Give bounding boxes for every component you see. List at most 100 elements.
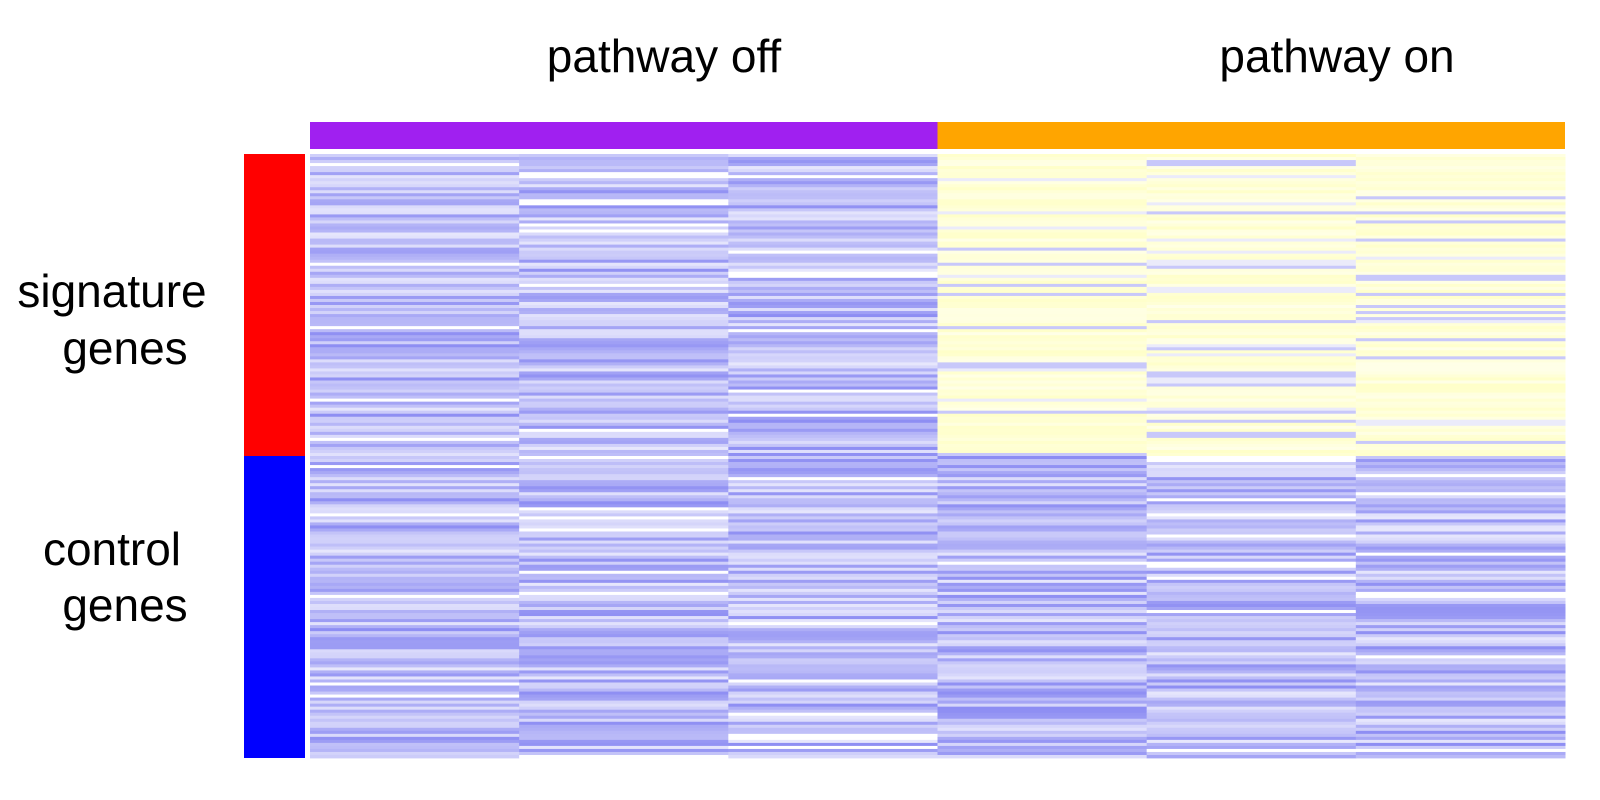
heatmap-cell [1355, 190, 1566, 194]
heatmap-cell [310, 329, 520, 333]
heatmap-cell [519, 154, 729, 158]
heatmap-cell [1146, 664, 1357, 668]
heatmap-cell [937, 646, 1148, 650]
heatmap-cell [937, 664, 1148, 668]
heatmap-cell [1355, 404, 1566, 409]
heatmap-cell [1355, 582, 1566, 587]
heatmap-cell [310, 603, 520, 608]
heatmap-cell [1146, 582, 1357, 587]
heatmap-cell [728, 495, 938, 499]
heatmap-cell [728, 664, 938, 668]
heatmap-cell [937, 613, 1148, 617]
heatmap-cell [519, 434, 729, 439]
heatmap-cell [937, 356, 1148, 360]
heatmap-cell [937, 326, 1148, 330]
heatmap-cell [937, 637, 1148, 641]
heatmap-cell [1146, 431, 1357, 436]
heatmap-cell [1146, 368, 1357, 372]
heatmap-cell [937, 449, 1148, 454]
heatmap-cell [519, 211, 729, 215]
heatmap-cell [728, 166, 938, 170]
heatmap-cell [937, 377, 1148, 381]
heatmap-cell [937, 223, 1148, 227]
heatmap-cell [937, 190, 1148, 194]
heatmap-cell [1146, 350, 1357, 354]
heatmap-cell [728, 332, 938, 336]
heatmap-cell [1355, 241, 1566, 245]
heatmap-cell [937, 347, 1148, 351]
heatmap-cell [519, 531, 729, 535]
heatmap-cell [1355, 389, 1566, 393]
heatmap-cell [310, 314, 520, 318]
heatmap-cell [1355, 685, 1566, 689]
heatmap-cell [937, 353, 1148, 357]
heatmap-cell [937, 486, 1148, 490]
heatmap-cell [310, 534, 520, 538]
heatmap-cell [310, 193, 520, 197]
heatmap-cell [1355, 528, 1566, 532]
heatmap-cell [310, 371, 520, 375]
heatmap-cell [937, 238, 1148, 242]
heatmap-cell [937, 694, 1148, 698]
heatmap-cell [1355, 437, 1566, 442]
heatmap-cell [1146, 353, 1357, 357]
heatmap-cell [937, 446, 1148, 451]
heatmap-cell [519, 727, 729, 732]
heatmap-cell [310, 443, 520, 448]
heatmap-cell [1355, 655, 1566, 659]
heatmap-cell [728, 658, 938, 662]
heatmap-cell [1355, 670, 1566, 674]
heatmap-cell [1355, 709, 1566, 714]
heatmap-cell [310, 344, 520, 348]
heatmap-cell [728, 377, 938, 381]
heatmap-cell [519, 712, 729, 717]
heatmap-cell [519, 628, 729, 632]
heatmap-cell [1355, 374, 1566, 378]
heatmap-cell [1146, 570, 1357, 575]
heatmap-cell [1146, 655, 1357, 659]
heatmap-cell [728, 214, 938, 218]
heatmap-cell [519, 613, 729, 617]
heatmap-cell [1355, 570, 1566, 575]
heatmap-cell [519, 338, 729, 342]
heatmap-cell [519, 428, 729, 433]
heatmap-cell [310, 552, 520, 557]
heatmap-cell [937, 673, 1148, 677]
heatmap-cell [519, 289, 729, 294]
heatmap-cell [728, 643, 938, 647]
heatmap-cell [1146, 422, 1357, 427]
heatmap-cell [1355, 597, 1566, 602]
heatmap-cell [1355, 610, 1566, 614]
heatmap-cell [728, 229, 938, 233]
heatmap-cell [519, 637, 729, 641]
heatmap-cell [310, 721, 520, 726]
heatmap-cell [1355, 208, 1566, 212]
heatmap-cell [1146, 265, 1357, 270]
heatmap-cell [937, 588, 1148, 593]
heatmap-cell [310, 661, 520, 665]
heatmap-cell [1355, 347, 1566, 351]
heatmap-cell [937, 410, 1148, 415]
heatmap-cell [1146, 250, 1357, 255]
heatmap-cell [519, 374, 729, 378]
heatmap-cell [519, 652, 729, 656]
heatmap-cell [937, 259, 1148, 264]
heatmap-cell [937, 317, 1148, 321]
heatmap-cell [937, 474, 1148, 478]
heatmap-cell [1146, 154, 1357, 158]
heatmap-cell [1146, 706, 1357, 711]
heatmap-cell [1146, 736, 1357, 741]
heatmap-cell [728, 603, 938, 608]
heatmap-cell [310, 546, 520, 551]
heatmap-cell [937, 214, 1148, 218]
heatmap-cell [310, 308, 520, 312]
heatmap-cell [310, 377, 520, 381]
heatmap-cell [937, 498, 1148, 502]
heatmap-cell [937, 250, 1148, 255]
heatmap-cell [1146, 190, 1357, 194]
heatmap-cell [728, 733, 938, 738]
heatmap-cell [519, 501, 729, 505]
heatmap-cell [1146, 404, 1357, 409]
heatmap-cell [1146, 510, 1357, 514]
heatmap-cell [1146, 295, 1357, 300]
